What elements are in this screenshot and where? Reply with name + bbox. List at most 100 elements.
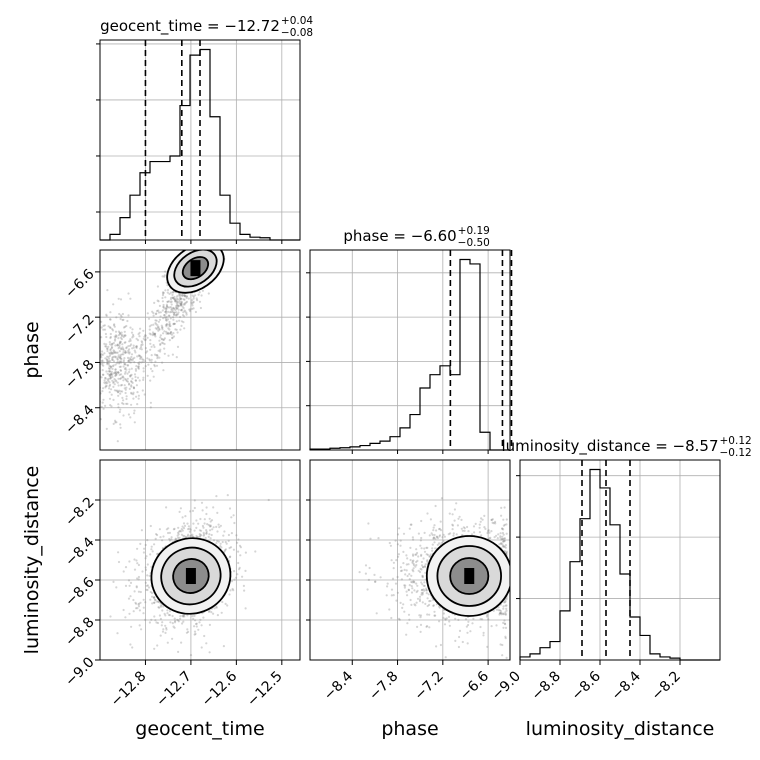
sample-point [501,643,504,647]
sample-point [118,331,121,334]
sample-point [101,359,104,362]
sample-point [124,370,127,374]
sample-point [109,336,112,340]
sample-point [210,217,212,219]
y-tick-label: −8.2 [62,494,97,529]
sample-point [137,362,140,365]
sample-point [501,527,504,530]
sample-point [109,318,112,321]
sample-point [171,311,174,314]
sample-point [119,355,122,358]
sample-point [205,532,208,535]
sample-point [150,618,153,621]
sample-point [163,612,166,615]
sample-point [199,618,202,621]
sample-point [504,611,507,614]
sample-point [367,522,370,525]
sample-point [501,537,505,541]
sample-point [181,294,184,297]
sample-point [106,363,109,366]
sample-point [420,593,423,596]
sample-point [388,608,391,611]
sample-point [134,379,137,382]
sample-point [171,614,174,618]
sample-point [165,308,168,311]
sample-point [118,365,121,368]
sample-point [156,621,160,625]
sample-point [151,370,154,373]
sample-point [137,575,140,579]
sample-point [503,506,506,509]
sample-point [136,562,139,565]
sample-point [110,393,113,396]
sample-point [193,529,196,532]
sample-point [134,351,137,354]
sample-point [115,351,118,354]
sample-point [125,397,128,401]
sample-point [399,569,403,573]
sample-point [195,297,198,300]
sample-point [122,347,125,350]
sample-point [173,311,176,314]
sample-point [148,328,151,331]
sample-point [176,304,179,307]
sample-point [156,354,159,357]
sample-point [502,518,505,521]
sample-point [109,404,112,407]
sample-point [127,364,130,367]
sample-point [172,290,175,294]
sample-point [122,608,125,612]
sample-point [237,538,240,541]
sample-point [478,531,481,534]
sample-point [159,336,162,339]
sample-point [235,576,238,579]
sample-point [502,540,505,543]
sample-point [154,360,157,363]
sample-point [117,551,120,554]
sample-point [120,360,123,363]
sample-point [106,378,109,381]
sample-point [143,339,147,342]
sample-point [216,539,219,543]
sample-point [149,598,152,601]
sample-point [108,381,111,384]
sample-point [105,343,108,346]
sample-point [125,324,128,328]
sample-point [478,523,481,526]
sample-point [203,242,205,244]
sample-point [132,598,135,602]
sample-point [112,580,115,584]
sample-point [432,536,435,539]
sample-point [127,597,131,600]
sample-point [413,603,416,606]
sample-point [238,568,241,571]
sample-point [120,361,123,364]
sample-point [121,396,124,399]
sample-point [224,202,226,204]
sample-point [208,525,212,528]
sample-point [142,376,145,379]
sample-point [136,607,139,610]
sample-point [503,539,506,542]
sample-point [173,295,176,299]
panel-frame [309,249,511,451]
sample-point [111,375,114,379]
sample-point [392,561,395,564]
sample-point [154,327,157,330]
panel-title-luminosity_distance: luminosity_distance = −8.57 [501,437,718,456]
sample-point [184,310,187,313]
sample-point [137,365,140,368]
sample-point [438,535,441,538]
sample-point [118,350,121,353]
sample-point [170,303,173,306]
sample-point [117,371,120,374]
sample-point [128,382,131,385]
sample-point [114,372,117,375]
sample-point [448,512,451,515]
sample-point [129,374,132,377]
sample-point [395,599,398,602]
sample-point [167,354,170,357]
sample-point [198,529,201,532]
sample-point [448,624,451,627]
sample-point [202,526,205,529]
